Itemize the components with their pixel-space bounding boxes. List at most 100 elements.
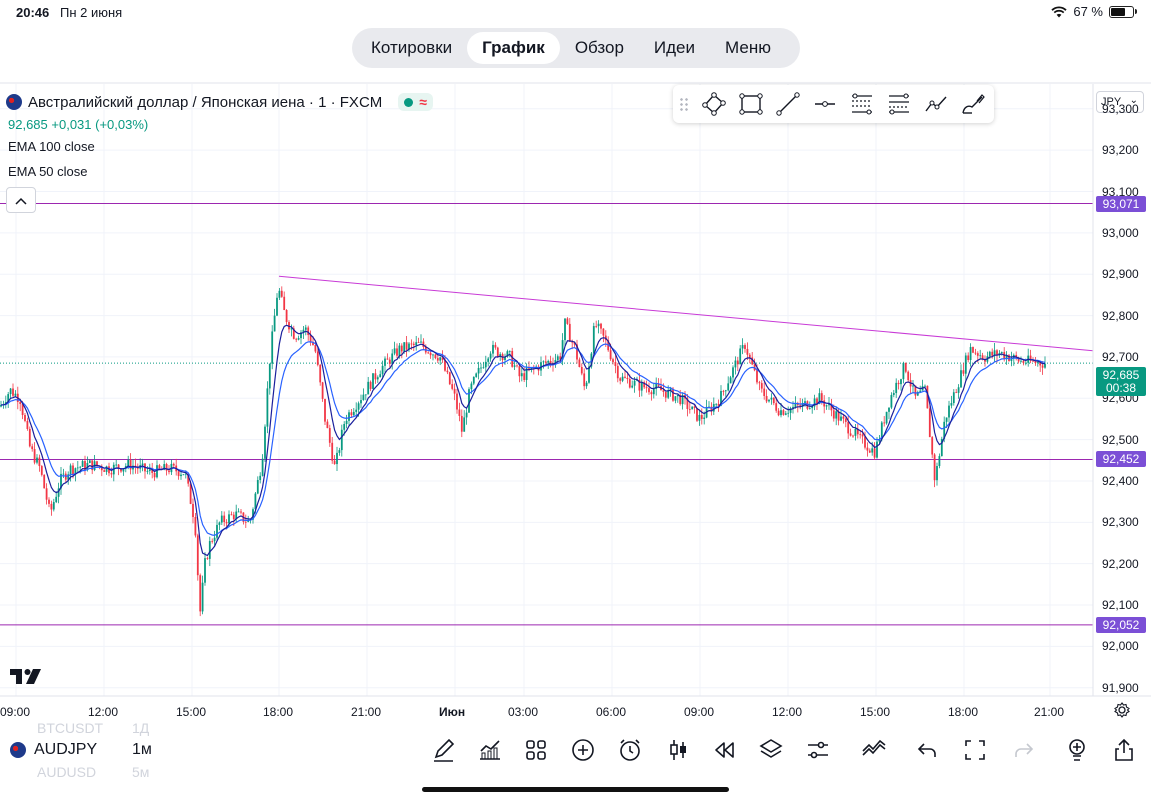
- fullscreen-icon[interactable]: [962, 737, 988, 763]
- price-tick-label: 93,100: [1102, 184, 1139, 199]
- symbol-description[interactable]: Австралийский доллар / Японская иена · 1…: [28, 93, 383, 111]
- legend-last-price: 92,685: [8, 117, 48, 132]
- plus-circle-icon[interactable]: [570, 737, 596, 763]
- candle-body: [33, 449, 36, 463]
- candle-body: [415, 342, 418, 346]
- candle-body: [746, 348, 749, 355]
- candle-body: [696, 407, 698, 421]
- chart-legend[interactable]: Австралийский доллар / Японская иена · 1…: [6, 93, 433, 111]
- horizontal-ray-icon[interactable]: [806, 89, 843, 119]
- indicators-icon[interactable]: [477, 737, 503, 763]
- undo-icon[interactable]: [915, 737, 941, 763]
- brush-icon[interactable]: [954, 89, 991, 119]
- candle-body: [916, 392, 919, 396]
- candle-body: [420, 341, 422, 343]
- price-tag-support-1[interactable]: 92,452: [1096, 451, 1146, 468]
- candle-body: [525, 368, 528, 380]
- candle-body: [816, 398, 818, 405]
- candle-body: [768, 399, 770, 402]
- trend-icon[interactable]: [861, 737, 887, 763]
- candle-body: [962, 370, 965, 374]
- candle-body: [926, 385, 929, 409]
- candle-body: [928, 408, 931, 438]
- candle-body: [417, 342, 420, 343]
- candle-body: [124, 466, 127, 469]
- candle-body: [276, 297, 278, 316]
- status-time: 20:46: [16, 5, 50, 20]
- candle-body: [76, 467, 79, 469]
- tab-ideas[interactable]: Идеи: [653, 38, 696, 57]
- candle-body: [307, 327, 310, 336]
- candle-body: [348, 412, 350, 421]
- candle-body: [792, 406, 794, 409]
- polygon-pen-icon[interactable]: [695, 89, 732, 119]
- legend-ema-100[interactable]: EMA 100 close: [8, 139, 95, 154]
- alarm-icon[interactable]: [617, 737, 643, 763]
- price-tag-resistance[interactable]: 93,071: [1096, 195, 1146, 212]
- candle-body: [355, 409, 358, 412]
- candle-body: [194, 517, 197, 536]
- candle-body: [636, 379, 638, 381]
- candle-body: [340, 429, 343, 451]
- tab-overview[interactable]: Обзор: [574, 38, 624, 57]
- idea-icon[interactable]: [1064, 737, 1090, 763]
- candle-body: [516, 365, 518, 367]
- candle-body: [777, 410, 780, 416]
- settings-sliders-icon[interactable]: [805, 737, 831, 763]
- redo-icon[interactable]: [1010, 737, 1036, 763]
- candle-body: [621, 376, 624, 381]
- candle-body: [21, 403, 24, 416]
- candle-body: [336, 452, 338, 465]
- replay-icon[interactable]: [711, 737, 737, 763]
- interval-selector[interactable]: 1м: [132, 741, 152, 758]
- candle-body: [799, 405, 802, 407]
- tab-menu[interactable]: Меню: [725, 38, 771, 57]
- symbol-selector[interactable]: AUDJPY: [10, 741, 97, 759]
- candle-body: [981, 355, 984, 360]
- legend-ema-50[interactable]: EMA 50 close: [8, 164, 88, 179]
- candle-body: [91, 460, 94, 471]
- market-status-badge[interactable]: ≈: [398, 93, 433, 111]
- share-icon[interactable]: [1111, 737, 1137, 763]
- time-tick-label: 18:00: [948, 705, 979, 719]
- candle-body: [50, 503, 53, 510]
- candle-body: [172, 463, 175, 466]
- trend-line-icon[interactable]: [769, 89, 806, 119]
- layers-icon[interactable]: [758, 737, 784, 763]
- candle-body: [228, 514, 230, 524]
- currency-select[interactable]: JPY ⌄: [1096, 91, 1144, 113]
- grip-icon[interactable]: [679, 97, 689, 111]
- candle-body: [43, 474, 46, 489]
- price-tag-support-2[interactable]: 92,052: [1096, 616, 1146, 633]
- price-tick-label: 92,800: [1102, 308, 1139, 323]
- price-tick-label: 92,700: [1102, 349, 1139, 364]
- chart-settings-icon[interactable]: [1114, 702, 1130, 718]
- candle-body: [568, 323, 571, 342]
- tab-chart[interactable]: График: [467, 32, 560, 64]
- price-tick-label: 92,400: [1102, 473, 1139, 488]
- layouts-icon[interactable]: [523, 737, 549, 763]
- tab-quotes[interactable]: Котировки: [371, 38, 453, 57]
- price-chart[interactable]: [0, 0, 1151, 724]
- candle-body: [688, 408, 691, 410]
- rectangle-icon[interactable]: [732, 89, 769, 119]
- candle-body: [266, 388, 269, 427]
- candle-body: [952, 392, 955, 404]
- tradingview-logo-icon[interactable]: [10, 667, 42, 685]
- fib-retracement-icon[interactable]: [843, 89, 880, 119]
- candle-body: [273, 315, 276, 332]
- candle-body: [633, 380, 636, 386]
- price-tick-label: 93,200: [1102, 143, 1139, 158]
- candle-body: [940, 438, 943, 457]
- candle-body: [369, 381, 372, 389]
- pen-icon[interactable]: [431, 737, 457, 763]
- candle-body: [230, 514, 233, 516]
- candle-body: [376, 377, 379, 380]
- candles-icon[interactable]: [665, 737, 691, 763]
- polyline-icon[interactable]: [917, 89, 954, 119]
- time-tick-label: 15:00: [860, 705, 891, 719]
- candle-body: [12, 388, 14, 396]
- legend-collapse-button[interactable]: [6, 187, 36, 213]
- trend-line: [278, 275, 1094, 352]
- gann-fan-icon[interactable]: [880, 89, 917, 119]
